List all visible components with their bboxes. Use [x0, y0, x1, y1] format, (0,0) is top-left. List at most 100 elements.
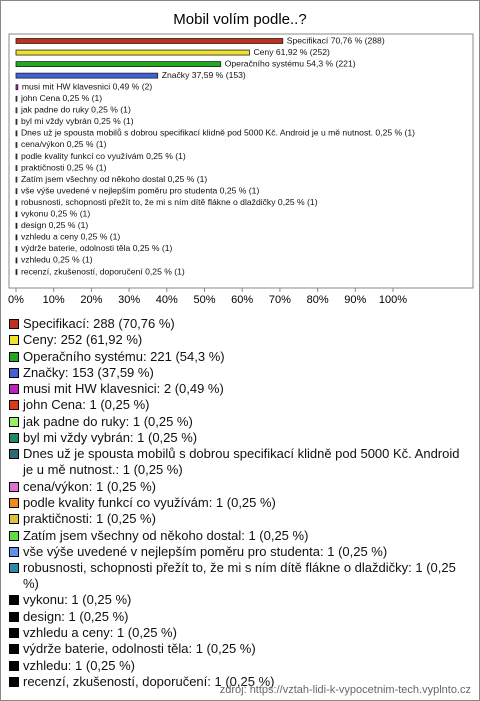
legend-swatch — [9, 384, 19, 395]
bar — [15, 61, 222, 67]
bar-label: vykonu 0,25 % (1) — [21, 209, 90, 219]
legend-swatch — [9, 433, 19, 444]
legend-label: robusnosti, schopnosti přežít to, že mi … — [23, 560, 456, 592]
legend-item: jak padne do ruky: 1 (0,25 %) — [9, 414, 467, 430]
x-tick-label: 20% — [80, 294, 102, 306]
legend-item: Značky: 153 (37,59 %) — [9, 365, 467, 381]
legend-swatch — [9, 416, 19, 427]
legend-label: cena/výkon: 1 (0,25 %) — [23, 478, 156, 494]
bar — [15, 269, 18, 275]
legend-swatch — [9, 335, 19, 346]
chart-title: Mobil volím podle..? — [173, 11, 306, 28]
bar — [15, 199, 18, 206]
chart: Mobil volím podle..? 0% 10% 20% 30% 40% 50% 60… — [8, 11, 474, 306]
bar — [15, 234, 18, 241]
bar — [15, 72, 159, 79]
legend-label: vykonu: 1 (0,25 %) — [23, 592, 132, 608]
legend-swatch — [9, 611, 19, 622]
bar-label: Značky 37,59 % (153) — [162, 70, 246, 80]
bar — [15, 245, 18, 252]
bar — [15, 142, 18, 148]
legend-label: vše výše uvedené v nejlepším poměru pro … — [23, 543, 388, 559]
bar — [15, 176, 18, 183]
bar-label: jak padne do ruky 0,25 % (1) — [20, 105, 131, 115]
legend-swatch — [9, 563, 19, 574]
bar-label: vzhledu 0,25 % (1) — [21, 255, 93, 265]
bar-label: praktičnosti 0,25 % (1) — [21, 162, 107, 172]
x-tick-label: 0% — [8, 294, 24, 306]
legend-label: Ceny: 252 (61,92 %) — [23, 332, 143, 348]
bar-label: Specifikací 70,76 % (288) — [287, 35, 385, 45]
legend-swatch — [9, 530, 19, 541]
bar-label: Operačního systému 54,3 % (221) — [225, 58, 356, 68]
bar — [15, 84, 19, 91]
legend-label: praktičnosti: 1 (0,25 %) — [23, 511, 156, 527]
x-tick-label: 10% — [43, 294, 65, 306]
bar — [15, 222, 18, 229]
legend-label: john Cena: 1 (0,25 %) — [23, 397, 150, 413]
bar-label: cena/výkon 0,25 % (1) — [21, 139, 107, 149]
legend: Specifikací: 288 (70,76 %) Ceny: 252 (61,… — [9, 316, 467, 690]
legend-swatch — [9, 595, 19, 606]
legend-item: Ceny: 252 (61,92 %) — [9, 332, 467, 348]
legend-item: praktičnosti: 1 (0,25 %) — [9, 511, 467, 527]
x-tick-label: 30% — [118, 294, 140, 306]
bar-label: musi mit HW klavesnici 0,49 % (2) — [22, 81, 153, 91]
legend-label: byl mi vždy vybrán: 1 (0,25 %) — [23, 430, 198, 446]
x-tick-label: 80% — [307, 294, 329, 306]
legend-item: vzhledu: 1 (0,25 %) — [9, 658, 467, 674]
bar — [15, 153, 18, 160]
bar-label: design 0,25 % (1) — [21, 220, 88, 230]
bar — [15, 165, 18, 171]
legend-label: vzhledu: 1 (0,25 %) — [23, 657, 136, 673]
bar — [15, 95, 18, 102]
bar-label: Dnes už je spousta mobilů s dobrou speci… — [21, 128, 415, 138]
x-tick-label: 50% — [193, 294, 215, 306]
bar-label: recenzí, zkušeností, doporučení 0,25 % (… — [21, 266, 185, 276]
legend-label: Dnes už je spousta mobilů s dobrou speci… — [23, 446, 460, 478]
legend-label: Specifikací: 288 (70,76 %) — [23, 316, 175, 331]
x-tick-label: 90% — [344, 294, 366, 306]
legend-label: Zatím jsem všechny od někoho dostal: 1 (… — [23, 527, 309, 543]
x-tick-label: 60% — [231, 294, 253, 306]
legend-item: vzhledu a ceny: 1 (0,25 %) — [9, 625, 467, 641]
x-tick-label: 100% — [379, 294, 407, 306]
legend-item: recenzí, zkušeností, doporučení: 1 (0,25… — [9, 674, 467, 690]
legend-swatch — [9, 546, 19, 557]
legend-item: cena/výkon: 1 (0,25 %) — [9, 479, 467, 495]
bar — [15, 38, 284, 44]
legend-swatch — [9, 319, 19, 329]
legend-label: podle kvality funkcí co využívám: 1 (0,2… — [23, 494, 276, 510]
legend-swatch — [9, 676, 19, 687]
source: zdroj: https://vztah-lidi-k-vypocetnim-t… — [219, 684, 471, 696]
legend-item: vše výše uvedené v nejlepším poměru pro … — [9, 544, 467, 560]
legend-swatch — [9, 644, 19, 655]
legend-swatch — [9, 367, 19, 378]
x-tick-label: 40% — [156, 294, 178, 306]
legend-swatch — [9, 514, 19, 525]
bar — [15, 211, 18, 218]
bar-label: výdrže baterie, odolnosti těla 0,25 % (1… — [21, 243, 173, 253]
legend-swatch — [9, 481, 19, 492]
legend-item: Operačního systému: 221 (54,3 %) — [9, 349, 467, 365]
x-tick-label: 70% — [269, 294, 291, 306]
legend-item: john Cena: 1 (0,25 %) — [9, 397, 467, 413]
legend-item: Dnes už je spousta mobilů s dobrou speci… — [9, 446, 467, 478]
bar — [15, 107, 18, 114]
legend-swatch — [9, 449, 19, 460]
legend-swatch — [9, 497, 19, 508]
bar-label: vše výše uvedené v nejlepším poměru pro … — [21, 185, 260, 195]
legend-label: recenzí, zkušeností, doporučení: 1 (0,25… — [23, 673, 275, 689]
plot-frame — [8, 33, 474, 289]
legend-swatch — [9, 628, 19, 639]
bar-label: vzhledu a ceny 0,25 % (1) — [21, 232, 120, 242]
legend-item: design: 1 (0,25 %) — [9, 609, 467, 625]
legend-item: podle kvality funkcí co využívám: 1 (0,2… — [9, 495, 467, 511]
legend-swatch — [9, 351, 19, 362]
bar — [15, 188, 18, 195]
bar-label: robusnosti, schopnosti přežít to, že mi … — [21, 197, 318, 207]
legend-item: Zatím jsem všechny od někoho dostal: 1 (… — [9, 528, 467, 544]
bar-label: john Cena 0,25 % (1) — [20, 93, 102, 103]
legend-label: design: 1 (0,25 %) — [23, 608, 129, 624]
